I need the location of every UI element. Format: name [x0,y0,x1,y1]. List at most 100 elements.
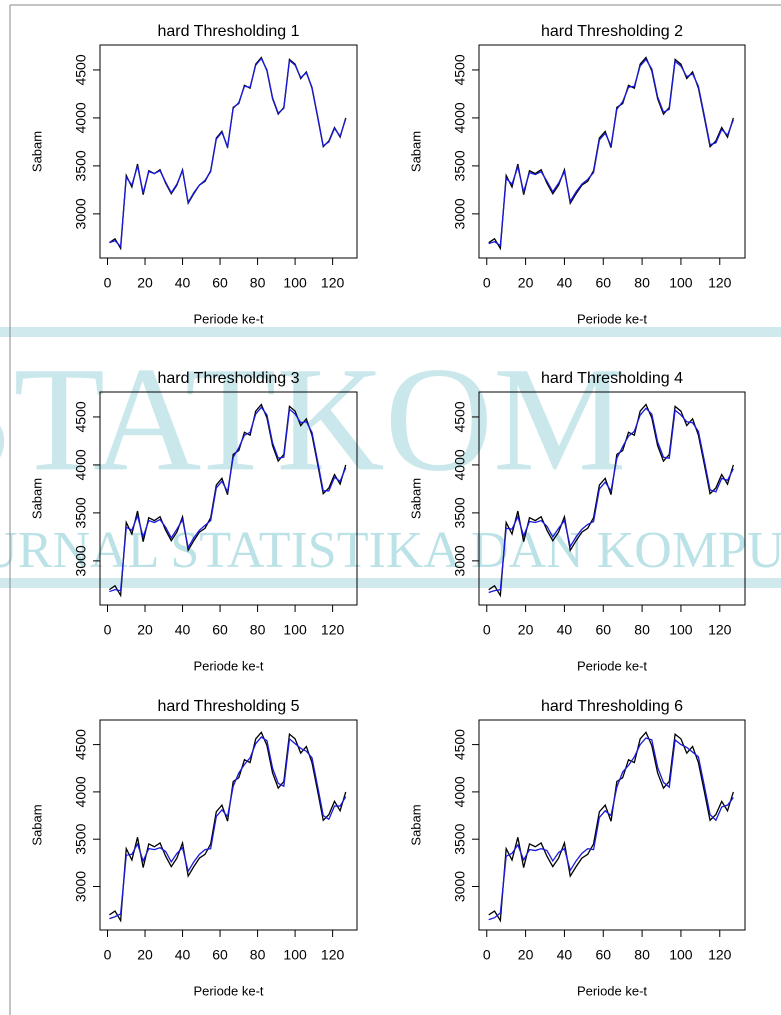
data-line [109,403,347,598]
y-tick-label: 4000 [452,449,468,480]
y-axis-label: Sabam [408,804,423,845]
x-tick-label: 0 [104,622,112,638]
x-tick-label: 60 [212,947,228,963]
data-line [488,403,734,598]
data-line [109,736,347,920]
x-tick-label: 20 [518,947,534,963]
plot-box [99,44,358,259]
y-tick-label: 4000 [73,776,89,807]
x-tick-label: 80 [634,947,650,963]
data-line [488,58,734,247]
y-tick-label: 3500 [73,823,89,854]
x-axis-label: Periode ke-t [577,983,647,998]
x-tick-label: 20 [137,622,153,638]
x-tick-label: 60 [595,622,611,638]
x-tick-label: 0 [483,947,491,963]
x-tick-label: 100 [283,622,307,638]
watermark-band [0,327,781,337]
y-tick-label: 4500 [73,729,89,760]
x-axis-label: Periode ke-t [193,658,263,673]
y-axis-label: Sabam [29,478,44,519]
y-tick-label: 4500 [73,401,89,432]
y-axis-label: Sabam [29,804,44,845]
x-tick-label: 0 [483,275,491,291]
x-tick-label: 0 [483,622,491,638]
data-line [488,56,734,251]
chart-title: hard Thresholding 2 [541,23,683,40]
x-tick-label: 40 [557,275,573,291]
data-line [488,731,734,923]
x-tick-label: 100 [669,622,693,638]
plot-box [478,44,746,259]
chart-title: hard Thresholding 6 [541,698,683,715]
watermark-subtitle: JURNAL STATISTIKA DAN KOMPUTASI [0,522,781,579]
plot-box [99,719,358,931]
x-tick-label: 60 [212,275,228,291]
x-tick-label: 40 [557,622,573,638]
y-tick-label: 3500 [73,497,89,528]
chart-title: hard Thresholding 5 [157,698,299,715]
x-tick-label: 60 [595,275,611,291]
x-tick-label: 80 [250,275,266,291]
data-line [488,407,734,594]
x-tick-label: 20 [137,275,153,291]
chart-title: hard Thresholding 4 [541,370,683,387]
x-tick-label: 120 [321,622,345,638]
y-axis-label: Sabam [408,131,423,172]
x-tick-label: 120 [321,947,345,963]
x-tick-label: 60 [595,947,611,963]
y-tick-label: 3500 [452,150,468,181]
y-tick-label: 3000 [73,198,89,229]
y-tick-label: 4500 [452,54,468,85]
watermark-title: STATKOM [0,336,626,502]
x-tick-label: 40 [175,622,191,638]
data-line [109,406,347,593]
x-tick-label: 0 [104,275,112,291]
y-tick-label: 3500 [452,823,468,854]
x-tick-label: 80 [250,622,266,638]
x-tick-label: 40 [175,947,191,963]
x-tick-label: 80 [250,947,266,963]
x-tick-label: 40 [557,947,573,963]
y-tick-label: 4000 [73,102,89,133]
y-tick-label: 3000 [73,545,89,576]
chart-title: hard Thresholding 3 [157,370,299,387]
x-tick-label: 0 [104,947,112,963]
x-tick-label: 60 [212,622,228,638]
y-tick-label: 3000 [452,198,468,229]
x-tick-label: 120 [708,622,732,638]
x-tick-label: 20 [137,947,153,963]
x-axis-label: Periode ke-t [577,658,647,673]
y-tick-label: 3000 [452,545,468,576]
y-tick-label: 4500 [73,54,89,85]
y-tick-label: 3500 [73,150,89,181]
plot-box [478,391,746,606]
y-tick-label: 3500 [452,497,468,528]
x-tick-label: 100 [283,947,307,963]
plot-box [478,719,746,931]
x-tick-label: 120 [321,275,345,291]
data-line [109,57,347,248]
chart-title: hard Thresholding 1 [157,23,299,40]
x-axis-label: Periode ke-t [193,983,263,998]
x-tick-label: 120 [708,275,732,291]
x-tick-label: 120 [708,947,732,963]
y-tick-label: 4500 [452,401,468,432]
watermark-band [0,578,781,588]
data-line [109,731,347,923]
x-tick-label: 40 [175,275,191,291]
x-tick-label: 80 [634,622,650,638]
y-tick-label: 4500 [452,729,468,760]
y-tick-label: 3000 [73,871,89,902]
y-tick-label: 4000 [452,102,468,133]
x-tick-label: 20 [518,275,534,291]
x-axis-label: Periode ke-t [577,311,647,326]
data-line [109,56,347,251]
y-tick-label: 4000 [452,776,468,807]
x-tick-label: 20 [518,622,534,638]
x-axis-label: Periode ke-t [193,311,263,326]
y-tick-label: 4000 [73,449,89,480]
x-tick-label: 100 [669,947,693,963]
y-tick-label: 3000 [452,871,468,902]
